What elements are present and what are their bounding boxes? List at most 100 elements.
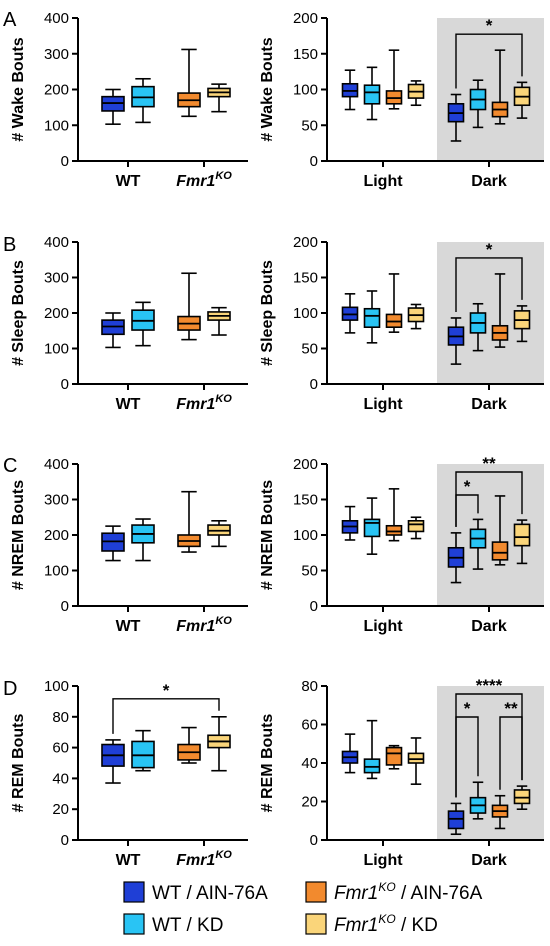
y-tick-label: 0 [310, 598, 318, 615]
legend-label: Fmr1KO / KD [334, 912, 438, 936]
y-tick-label: 40 [52, 770, 69, 787]
y-tick-label: 150 [293, 46, 318, 63]
x-category-label: Dark [471, 396, 507, 413]
x-category-label-main: WT [116, 396, 141, 413]
y-tick-label: 100 [44, 117, 69, 134]
legend-text: Fmr1 [334, 915, 378, 936]
x-category-label: Dark [471, 173, 507, 190]
y-axis-label: # REM Bouts [10, 714, 27, 813]
y-tick-label: 50 [301, 563, 318, 580]
y-tick-label: 200 [44, 527, 69, 544]
y-tick-label: 100 [44, 678, 69, 695]
x-category-label-main: Fmr1 [176, 173, 215, 190]
x-category-label: Fmr1KO [176, 615, 232, 635]
x-category-label-main: Light [363, 618, 403, 635]
y-tick-label: 0 [61, 376, 69, 393]
x-category-label-superscript: KO [215, 170, 232, 182]
x-category-label-superscript: KO [215, 393, 232, 405]
legend-swatch-WT_KD [123, 913, 145, 935]
legend-superscript: KO [378, 880, 395, 894]
y-tick-label: 100 [44, 563, 69, 580]
x-category-label: Light [363, 396, 403, 413]
x-category-label: WT [116, 396, 141, 413]
y-tick-label: 200 [293, 234, 318, 251]
x-category-label-main: Fmr1 [176, 618, 215, 635]
box-KO_AIN [385, 524, 403, 536]
y-tick-label: 60 [301, 717, 318, 734]
x-category-label-superscript: KO [215, 615, 232, 627]
y-axis-label: # Sleep Bouts [259, 260, 276, 366]
legend-swatch-KO_KD [305, 913, 327, 935]
y-tick-label: 20 [52, 801, 69, 818]
y-tick-label: 300 [44, 270, 69, 287]
y-tick-label: 0 [310, 376, 318, 393]
significance-bracket [455, 257, 523, 312]
panel-label-A: A [3, 9, 17, 31]
x-category-label: WT [116, 618, 141, 635]
y-tick-label: 200 [44, 82, 69, 99]
x-category-label-main: Dark [471, 396, 507, 413]
legend-label: WT / AIN-76A [152, 883, 268, 904]
y-tick-label: 200 [293, 456, 318, 473]
x-category-label: Fmr1KO [176, 849, 232, 869]
y-tick-label: 400 [44, 456, 69, 473]
y-tick-label: 0 [310, 832, 318, 849]
y-tick-label: 100 [293, 82, 318, 99]
box-WT_KD [363, 84, 381, 105]
y-tick-label: 60 [52, 740, 69, 757]
significance-marker: * [486, 240, 493, 259]
significance-bracket [112, 698, 220, 734]
y-tick-label: 300 [44, 46, 69, 63]
y-tick-label: 100 [44, 341, 69, 358]
chart-A-light-dark: 0 50 100 150 200 # Wake Bouts Light Dark * [259, 10, 544, 190]
box-WT_KD [363, 307, 381, 328]
box-WT_AIN [447, 810, 465, 830]
x-category-label: Fmr1KO [176, 170, 232, 190]
y-tick-label: 150 [293, 270, 318, 287]
y-tick-label: 400 [44, 10, 69, 27]
y-tick-label: 80 [301, 678, 318, 695]
x-category-label: Dark [471, 618, 507, 635]
y-tick-label: 100 [293, 305, 318, 322]
significance-bracket [455, 471, 523, 527]
box-KO_KD [407, 519, 425, 533]
y-tick-label: 0 [61, 598, 69, 615]
y-tick-label: 40 [301, 755, 318, 772]
x-category-label: Light [363, 173, 403, 190]
y-tick-label: 300 [44, 492, 69, 509]
legend-swatch-WT_AIN [123, 881, 145, 903]
box-WT_KD [363, 518, 381, 538]
box-KO_AIN [491, 541, 509, 561]
y-tick-label: 200 [44, 305, 69, 322]
x-category-label-main: Light [363, 173, 403, 190]
y-tick-label: 150 [293, 492, 318, 509]
significance-marker: * [486, 16, 493, 35]
y-axis-label: # REM Bouts [259, 714, 276, 813]
x-category-label: Fmr1KO [176, 393, 232, 413]
significance-marker: **** [476, 676, 503, 695]
x-category-label: Dark [471, 852, 507, 869]
box-KO_KD [513, 789, 531, 805]
y-tick-label: 0 [61, 153, 69, 170]
significance-marker: ** [504, 699, 518, 718]
chart-B-genotype: 0 100 200 300 400 # Sleep Bouts WT Fmr1KO [10, 234, 248, 413]
chart-D-genotype: 0 20 40 60 80 100 # REM Bouts WT Fmr1KO * [10, 678, 248, 869]
x-category-label-main: Dark [471, 173, 507, 190]
panel-label-B: B [3, 234, 16, 256]
legend-superscript: KO [378, 912, 395, 926]
chart-B-light-dark: 0 50 100 150 200 # Sleep Bouts Light Dark * [259, 234, 544, 413]
x-category-label-main: Fmr1 [176, 396, 215, 413]
y-tick-label: 20 [301, 794, 318, 811]
significance-marker: * [464, 699, 471, 718]
y-axis-label: # NREM Bouts [259, 480, 276, 590]
legend-text: Fmr1 [334, 883, 378, 904]
x-category-label-main: WT [116, 618, 141, 635]
chart-A-genotype: 0 100 200 300 400 # Wake Bouts WT Fmr1KO [10, 10, 248, 190]
significance-marker: ** [482, 454, 496, 473]
box-KO_KD [513, 523, 531, 547]
x-category-label-main: Dark [471, 852, 507, 869]
significance-bracket [455, 33, 523, 89]
significance-marker: * [464, 477, 471, 496]
